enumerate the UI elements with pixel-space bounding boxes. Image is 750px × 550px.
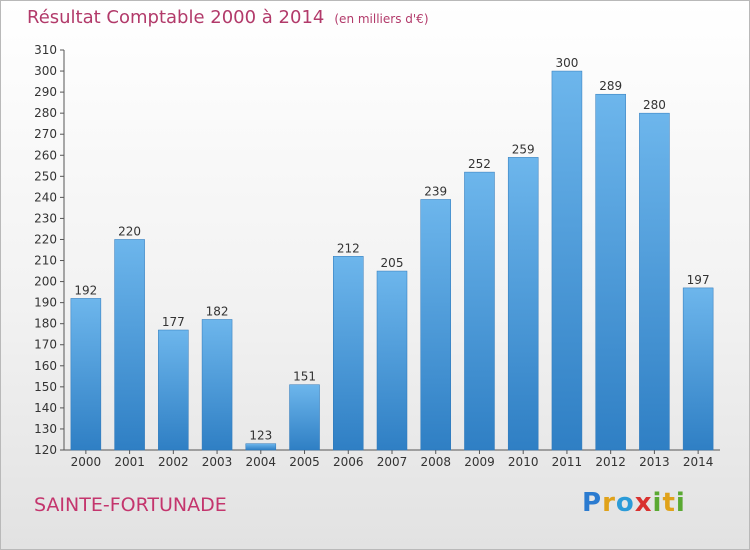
bar (158, 329, 189, 451)
bar (245, 443, 277, 451)
bar-value-label: 151 (293, 370, 316, 384)
y-tick-label: 220 (34, 232, 57, 246)
bar-value-label: 212 (337, 241, 360, 255)
bar (682, 287, 714, 451)
y-tick-label: 140 (34, 401, 57, 415)
y-tick-label: 310 (34, 43, 57, 57)
bar-value-label: 252 (468, 157, 491, 171)
y-tick-label: 190 (34, 296, 57, 310)
y-tick-label: 270 (34, 127, 57, 141)
chart-axes: 120 130 140 150 160 170 180 190 200 210 220 230 240 2… (34, 43, 720, 469)
bar (201, 319, 233, 451)
bar-value-label: 289 (599, 79, 622, 93)
x-tick-label: 2002 (158, 455, 189, 469)
chart-title: Résultat Comptable 2000 à 2014 (27, 7, 325, 28)
bar-value-label: 123 (249, 429, 272, 443)
y-tick-label: 210 (34, 254, 57, 268)
logo-letter: r (602, 488, 616, 518)
logo-letter: t (662, 488, 676, 518)
bar-value-label: 197 (687, 273, 710, 287)
logo-letter: i (652, 488, 663, 518)
logo-letter: x (634, 488, 653, 518)
x-tick-label: 2013 (639, 455, 670, 469)
chart-labels: 192 220 177 182 123 151 212 205 239 252 259 300 289 2… (74, 56, 709, 443)
x-tick-label: 2011 (552, 455, 583, 469)
bar-value-label: 182 (206, 304, 229, 318)
bar (420, 199, 451, 451)
chart-bars (70, 70, 714, 451)
bar (507, 157, 539, 451)
bar (289, 384, 320, 451)
y-tick-label: 120 (34, 443, 57, 457)
x-tick-label: 2004 (246, 455, 277, 469)
bar (464, 171, 495, 451)
y-tick-label: 170 (34, 338, 57, 352)
logo-letter: i (675, 488, 686, 518)
chart-title-block: Résultat Comptable 2000 à 2014 (en millie… (27, 7, 429, 28)
bar (333, 256, 364, 451)
x-tick-label: 2007 (377, 455, 408, 469)
logo-letter: P (582, 488, 603, 518)
x-tick-label: 2000 (71, 455, 102, 469)
bar-value-label: 239 (424, 184, 447, 198)
logo-letter: o (615, 488, 635, 518)
bar-value-label: 300 (555, 56, 578, 70)
bar (114, 239, 145, 451)
x-tick-label: 2014 (683, 455, 714, 469)
y-tick-label: 280 (34, 106, 57, 120)
y-tick-label: 160 (34, 359, 57, 373)
x-tick-label: 2010 (508, 455, 539, 469)
x-tick-label: 2005 (289, 455, 320, 469)
city-name: SAINTE-FORTUNADE (34, 494, 227, 516)
bar (376, 270, 408, 451)
y-tick-label: 250 (34, 169, 57, 183)
x-tick-label: 2012 (595, 455, 626, 469)
bar (551, 70, 583, 451)
bar-value-label: 280 (643, 98, 666, 112)
proxiti-logo[interactable]: Proxiti (582, 488, 686, 518)
x-tick-label: 2008 (420, 455, 451, 469)
x-tick-label: 2006 (333, 455, 364, 469)
y-tick-label: 150 (34, 380, 57, 394)
chart-subtitle: (en milliers d'€) (334, 12, 429, 26)
y-tick-label: 180 (34, 317, 57, 331)
bar (70, 298, 102, 451)
bar-value-label: 205 (381, 256, 404, 270)
bar-value-label: 259 (512, 142, 535, 156)
y-tick-label: 200 (34, 275, 57, 289)
x-tick-label: 2001 (114, 455, 145, 469)
x-tick-label: 2009 (464, 455, 495, 469)
y-tick-label: 300 (34, 64, 57, 78)
x-tick-label: 2003 (202, 455, 233, 469)
bar-value-label: 177 (162, 315, 185, 329)
y-tick-label: 130 (34, 422, 57, 436)
y-tick-label: 260 (34, 148, 57, 162)
bar (639, 112, 670, 451)
bar-value-label: 192 (74, 283, 97, 297)
y-tick-label: 230 (34, 211, 57, 225)
y-tick-label: 240 (34, 190, 57, 204)
bar (595, 93, 626, 451)
y-tick-label: 290 (34, 85, 57, 99)
bar-value-label: 220 (118, 224, 141, 238)
